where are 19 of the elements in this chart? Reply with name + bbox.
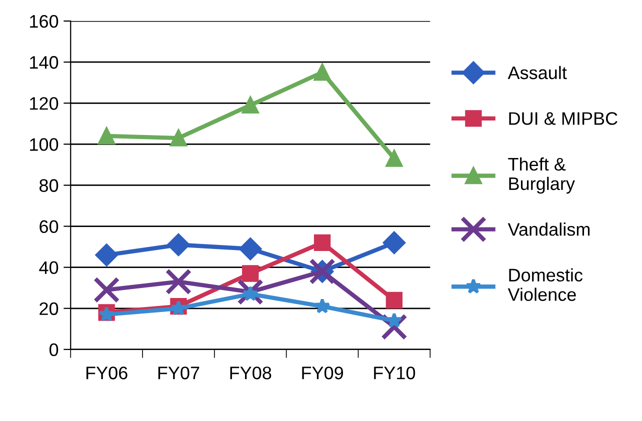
y-tick-label: 100	[30, 138, 58, 151]
y-tick-label: 60	[40, 220, 58, 234]
y-tick-label: 140	[30, 56, 58, 69]
legend-label: Theft & Burglary	[508, 157, 575, 194]
x-tick-label: FY08	[230, 366, 272, 380]
y-tick-label: 0	[49, 343, 58, 356]
y-tick-label: 40	[39, 261, 58, 274]
legend-label: Assault	[508, 66, 567, 80]
legend-label: Vandalism	[508, 222, 590, 236]
x-tick-label: FY07	[158, 366, 200, 380]
x-tick-label: FY10	[374, 366, 416, 380]
x-tick-label: FY06	[86, 366, 128, 380]
legend-label: Domestic Violence	[508, 268, 583, 301]
x-tick-label: FY09	[302, 366, 344, 380]
legend-label: DUI & MIPBC	[509, 112, 618, 125]
y-tick-label: 160	[30, 14, 58, 28]
y-tick-label: 80	[40, 179, 58, 192]
y-tick-label: 20	[40, 302, 58, 316]
y-tick-label: 120	[30, 97, 58, 110]
